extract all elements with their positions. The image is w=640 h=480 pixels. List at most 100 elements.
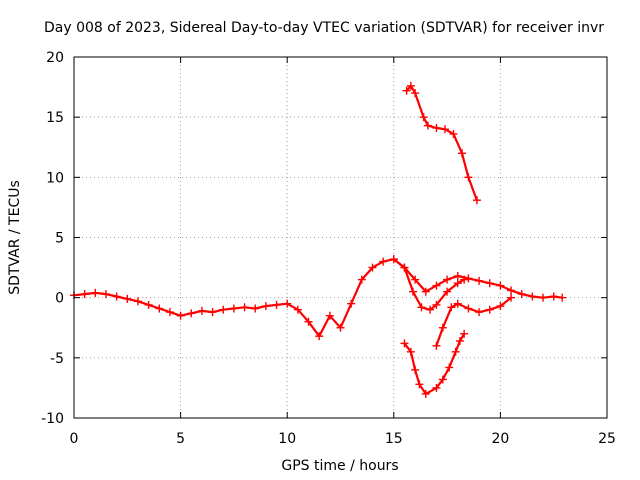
data-point <box>447 303 456 312</box>
data-point <box>464 173 473 182</box>
data-point <box>283 299 292 308</box>
x-tick-label: 10 <box>278 431 296 447</box>
data-point <box>155 304 164 313</box>
data-point <box>389 255 398 264</box>
data-point <box>411 365 420 374</box>
data-point <box>219 305 228 314</box>
series-track-3 <box>402 81 481 205</box>
y-tick-label: -5 <box>50 351 64 367</box>
data-point <box>208 308 217 317</box>
series-track-5 <box>432 293 516 350</box>
data-point <box>432 300 441 309</box>
data-point <box>197 306 206 315</box>
data-point <box>558 293 567 302</box>
data-point <box>455 336 464 345</box>
data-point <box>423 121 432 130</box>
data-point <box>445 363 454 372</box>
data-point <box>80 290 89 299</box>
data-point <box>464 274 473 283</box>
y-tick-label: 5 <box>55 231 64 247</box>
data-point <box>528 292 537 301</box>
data-point <box>496 281 505 290</box>
series-line <box>405 84 478 202</box>
y-tick-label: -10 <box>41 411 64 427</box>
data-point <box>368 263 377 272</box>
data-point <box>438 375 447 384</box>
data-point <box>379 257 388 266</box>
x-tick-label: 5 <box>176 431 185 447</box>
data-point <box>402 86 411 95</box>
data-point <box>549 292 558 301</box>
data-point <box>408 287 417 296</box>
data-point <box>347 299 356 308</box>
data-point <box>432 341 441 350</box>
data-point <box>485 279 494 288</box>
data-point <box>432 383 441 392</box>
data-point <box>453 299 462 308</box>
series-line <box>403 332 466 395</box>
data-point <box>417 303 426 312</box>
data-point <box>261 302 270 311</box>
y-tick-label: 15 <box>46 110 64 126</box>
series-track-2 <box>389 255 469 314</box>
data-point <box>443 275 452 284</box>
data-point <box>438 323 447 332</box>
data-point <box>272 300 281 309</box>
data-point <box>411 89 420 98</box>
y-tick-label: 0 <box>55 291 64 307</box>
plot-frame <box>73 56 608 419</box>
x-tick-label: 25 <box>598 431 616 447</box>
data-point <box>458 149 467 158</box>
data-point <box>411 275 420 284</box>
series-track-1 <box>70 255 567 341</box>
data-point <box>449 130 458 139</box>
data-point <box>440 125 449 134</box>
axis-ticks: 0 5 10 15 20 25 -10 -5 0 5 10 15 20 <box>41 50 616 447</box>
x-tick-label: 20 <box>491 431 509 447</box>
data-point <box>400 263 409 272</box>
data-point <box>460 329 469 338</box>
data-point <box>165 308 174 317</box>
data-point <box>453 279 462 288</box>
data-point <box>421 287 430 296</box>
data-point <box>453 272 462 281</box>
data-point <box>229 304 238 313</box>
data-point <box>426 305 435 314</box>
data-point <box>485 305 494 314</box>
data-point <box>304 317 313 326</box>
data-point <box>406 81 415 90</box>
data-point <box>451 347 460 356</box>
data-point <box>123 294 132 303</box>
data-point <box>101 290 110 299</box>
data-point <box>251 304 260 313</box>
data-point <box>496 302 505 311</box>
y-axis-label: SDTVAR / TECUs <box>7 180 23 295</box>
data-point <box>400 339 409 348</box>
x-tick-label: 0 <box>70 431 79 447</box>
y-tick-label: 20 <box>46 50 64 66</box>
data-point <box>336 323 345 332</box>
data-point <box>421 389 430 398</box>
data-point <box>112 292 121 301</box>
data-point <box>464 304 473 313</box>
x-tick-label: 15 <box>385 431 403 447</box>
data-point <box>517 290 526 299</box>
data-point <box>475 308 484 317</box>
x-axis-label: GPS time / hours <box>281 458 398 474</box>
data-point <box>357 275 366 284</box>
y-tick-label: 10 <box>46 170 64 186</box>
data-point <box>325 311 334 320</box>
data-point <box>91 288 100 297</box>
data-point <box>539 293 548 302</box>
data-point <box>507 286 516 295</box>
series-track-4 <box>400 329 469 398</box>
data-point <box>419 113 428 122</box>
data-point <box>432 123 441 132</box>
data-point <box>187 309 196 318</box>
data-point <box>406 347 415 356</box>
data-point <box>176 311 185 320</box>
data-point <box>293 305 302 314</box>
data-point <box>475 276 484 285</box>
data-point <box>315 332 324 341</box>
